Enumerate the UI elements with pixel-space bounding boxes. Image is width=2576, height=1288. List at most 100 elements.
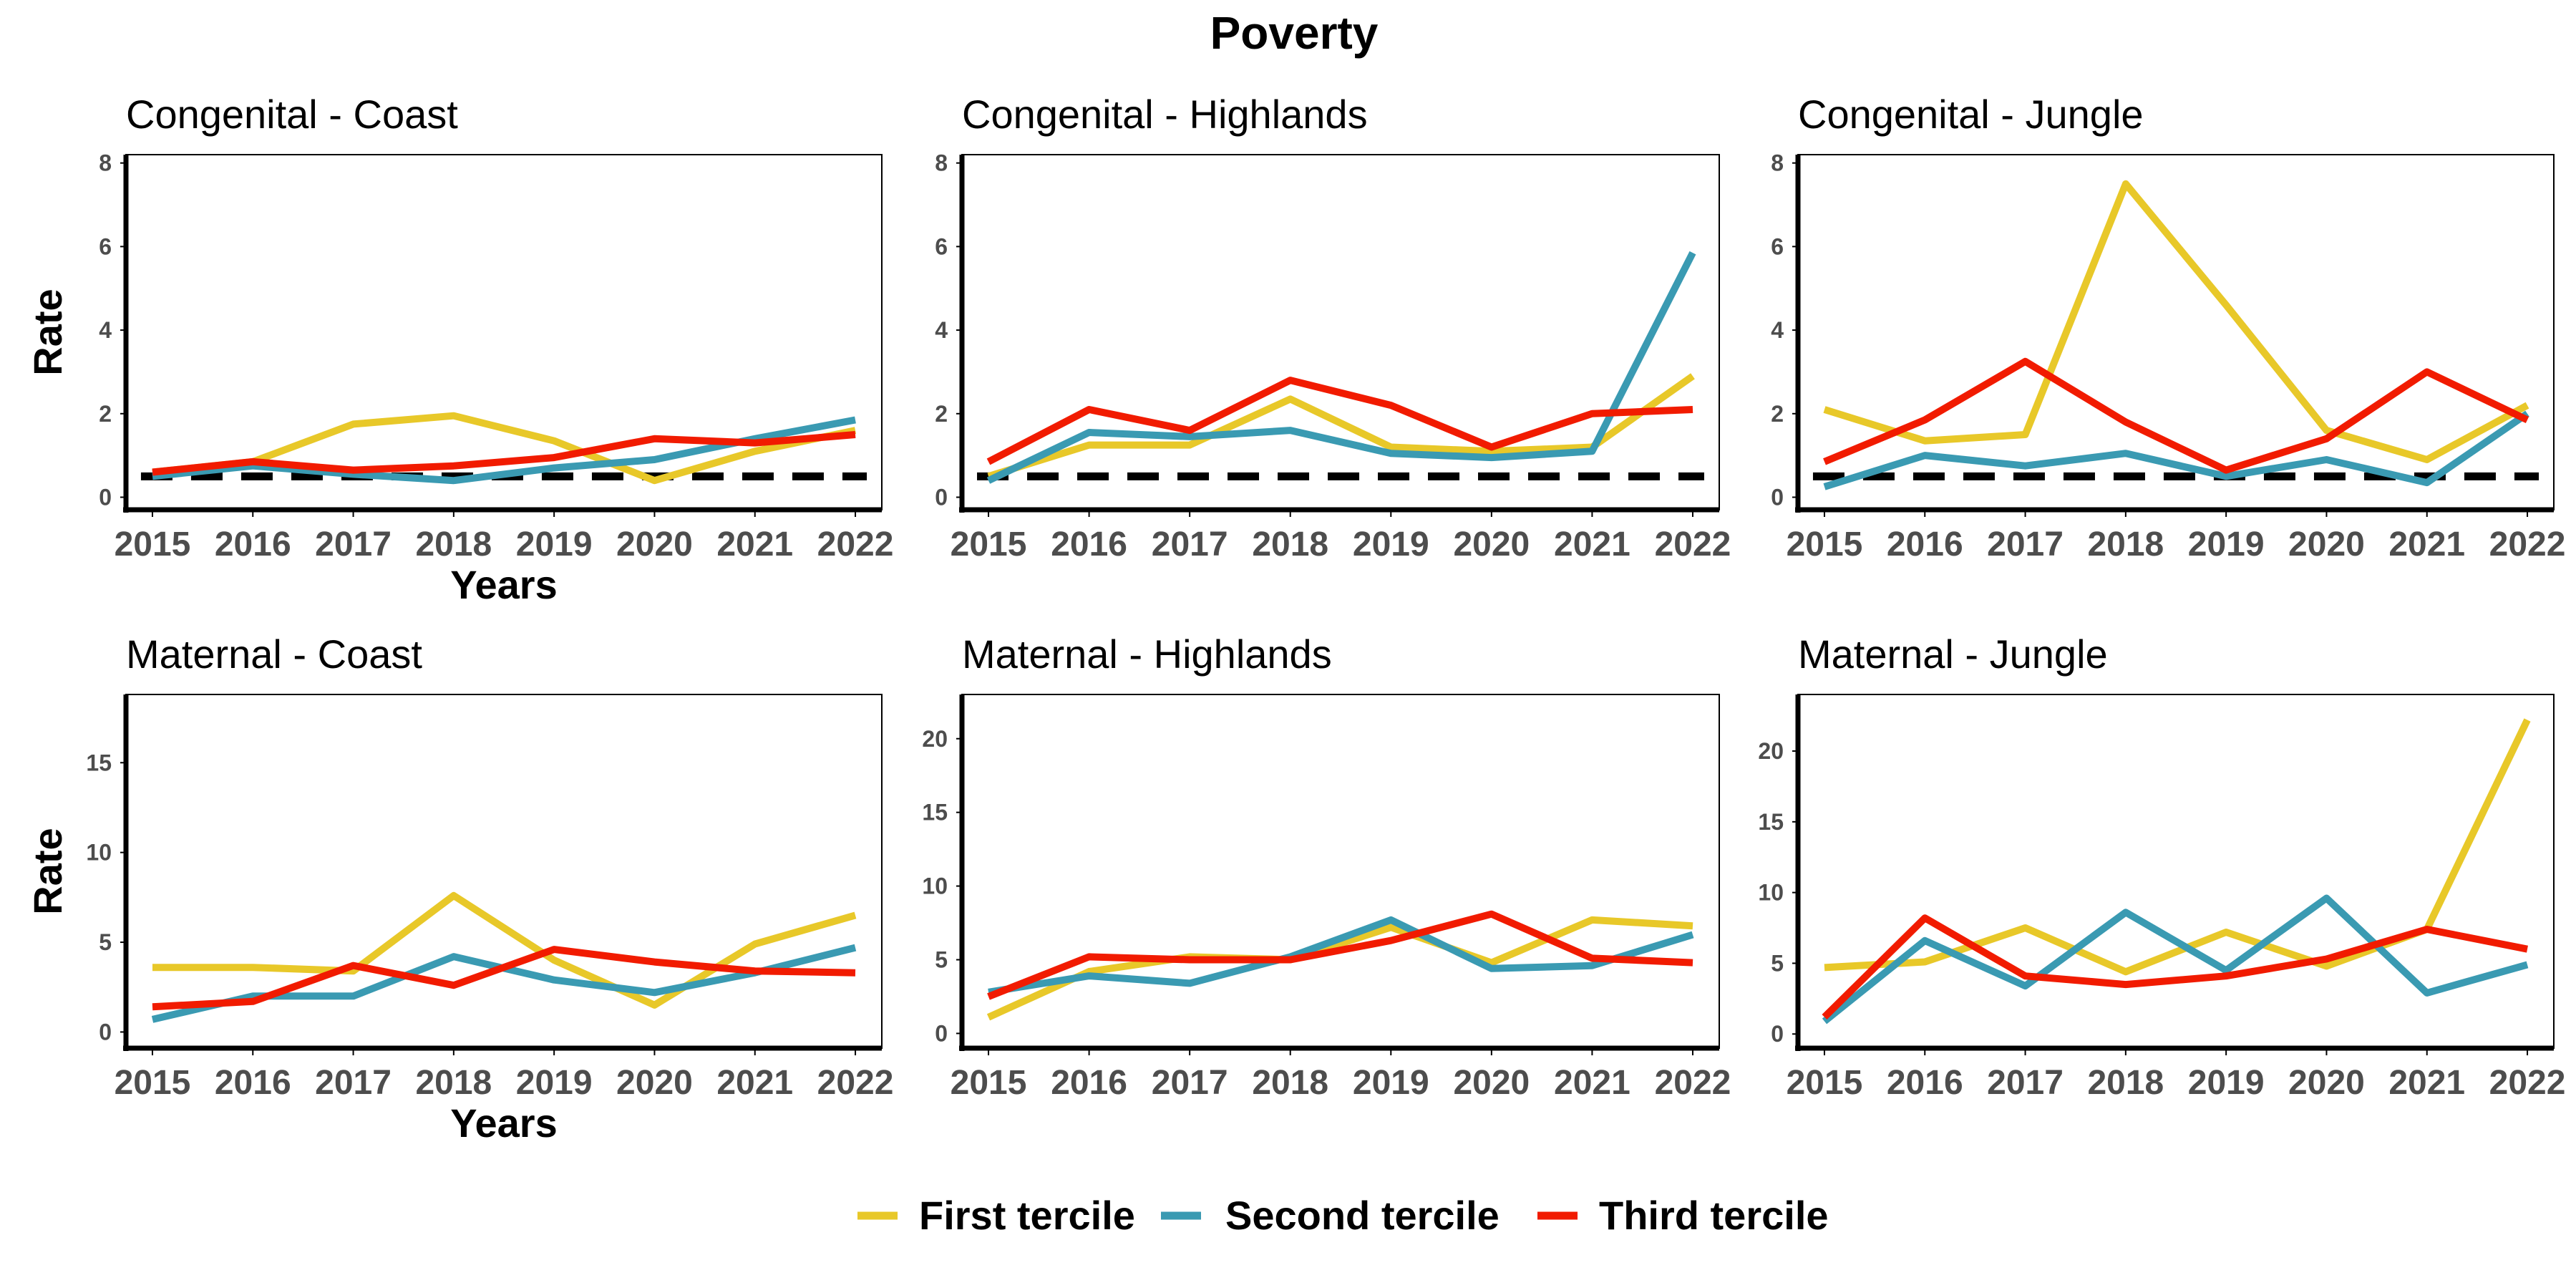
panel-frame (961, 154, 1720, 510)
x-tick-label: 2018 (415, 1064, 492, 1102)
x-tick-label: 2020 (616, 526, 693, 563)
panel-frame (125, 694, 883, 1049)
y-tick-label: 6 (935, 233, 948, 259)
panel-frame (125, 154, 883, 510)
y-tick-label: 6 (1771, 233, 1784, 259)
legend-label: Third tercile (1599, 1193, 1829, 1238)
y-tick-label: 15 (86, 750, 112, 775)
x-tick-label: 2018 (2087, 1064, 2164, 1102)
x-tick-label: 2017 (1152, 526, 1228, 563)
series-line-first-tercile (152, 891, 857, 1009)
series-line-second-tercile (988, 916, 1694, 996)
y-tick-label: 5 (1771, 950, 1784, 976)
legend-label: First tercile (919, 1193, 1135, 1238)
x-tick-label: 2021 (716, 1064, 793, 1102)
series-line-third-tercile (986, 377, 1693, 465)
y-tick-label: 0 (99, 1019, 112, 1045)
y-tick-label: 2 (1771, 401, 1784, 427)
legend-label: Second tercile (1225, 1193, 1500, 1238)
y-tick-label: 20 (1758, 738, 1784, 764)
x-tick-label: 2021 (1554, 526, 1630, 563)
y-tick-label: 10 (1758, 880, 1784, 906)
x-axis-title: Years (450, 562, 558, 607)
panel-frame (1797, 694, 2555, 1049)
series-line-second-tercile (986, 251, 1696, 484)
x-tick-label: 2020 (2288, 526, 2365, 563)
series-line-third-tercile (1822, 914, 2528, 1020)
panel-title: Maternal - Jungle (1798, 631, 2108, 677)
y-tick-label: 0 (1771, 1021, 1784, 1047)
y-tick-label: 0 (935, 484, 948, 510)
x-tick-label: 2017 (1152, 1064, 1228, 1102)
x-tick-label: 2022 (817, 526, 894, 563)
series-line-third-tercile (987, 910, 1693, 1000)
x-tick-label: 2019 (1353, 526, 1429, 563)
x-tick-label: 2017 (1987, 526, 2064, 563)
x-tick-label: 2021 (2388, 526, 2465, 563)
x-tick-label: 2016 (215, 1064, 291, 1102)
x-tick-label: 2019 (1353, 1064, 1429, 1102)
x-tick-label: 2015 (951, 1064, 1027, 1102)
legend-item: Third tercile (1537, 1193, 1829, 1238)
legend-item: First tercile (857, 1193, 1135, 1238)
y-tick-label: 4 (1771, 317, 1784, 343)
x-tick-label: 2015 (1787, 1064, 1863, 1102)
x-tick-label: 2020 (1453, 1064, 1530, 1102)
legend-item: Second tercile (1161, 1193, 1500, 1238)
series-line-second-tercile (1822, 894, 2529, 1025)
x-tick-label: 2020 (1453, 526, 1530, 563)
y-tick-label: 8 (935, 150, 948, 176)
series-line-first-tercile (152, 412, 857, 485)
y-tick-label: 8 (99, 150, 112, 176)
y-tick-label: 0 (935, 1020, 948, 1046)
x-axis-title: Years (450, 1100, 558, 1146)
y-axis-title: Rate (25, 828, 70, 914)
y-tick-label: 0 (99, 484, 112, 510)
y-tick-label: 2 (99, 401, 112, 427)
x-tick-label: 2016 (1887, 526, 1963, 563)
x-tick-label: 2017 (315, 526, 392, 563)
series-line-third-tercile (152, 431, 856, 476)
series-line-second-tercile (151, 944, 857, 1023)
x-tick-label: 2019 (516, 1064, 593, 1102)
x-tick-label: 2022 (1655, 1064, 1731, 1102)
x-tick-label: 2016 (1051, 1064, 1127, 1102)
panel-0: Congenital - Coast 0 2 4 6 8 2015 2016 2017 2018 2… (25, 92, 893, 607)
y-tick-label: 6 (99, 233, 112, 259)
x-tick-label: 2022 (817, 1064, 894, 1102)
series-line-second-tercile (1823, 410, 2529, 490)
x-tick-label: 2017 (1987, 1064, 2064, 1102)
series-line-first-tercile (987, 373, 1695, 480)
x-tick-label: 2016 (215, 526, 291, 563)
series-line-third-tercile (152, 946, 856, 1011)
panel-2: Congenital - Jungle 0 2 4 6 8 2015 2016 2017 2018… (1771, 92, 2565, 563)
x-tick-label: 2022 (1655, 526, 1731, 563)
y-tick-label: 15 (922, 800, 948, 825)
x-tick-label: 2019 (2188, 526, 2265, 563)
x-tick-label: 2021 (1554, 1064, 1630, 1102)
x-tick-label: 2021 (2388, 1064, 2465, 1102)
x-tick-label: 2018 (2087, 526, 2164, 563)
x-tick-label: 2015 (115, 526, 191, 563)
panel-5: Maternal - Jungle 0 5 10 15 20 2015 2016 2017 201… (1758, 631, 2565, 1102)
panel-1: Congenital - Highlands 0 2 4 6 8 2015 2016 2017 2… (935, 92, 1731, 563)
y-tick-label: 0 (1771, 484, 1784, 510)
panel-title: Maternal - Highlands (962, 631, 1332, 677)
x-tick-label: 2016 (1887, 1064, 1963, 1102)
y-axis-title: Rate (25, 289, 70, 375)
y-tick-label: 15 (1758, 809, 1784, 835)
panel-title: Maternal - Coast (126, 631, 422, 677)
y-tick-label: 5 (99, 929, 112, 955)
x-tick-label: 2019 (2188, 1064, 2265, 1102)
panel-3: Maternal - Coast 0 5 10 15 2015 2016 2017 2018 20… (25, 631, 893, 1146)
legend: First tercile Second tercile Third tercile (857, 1193, 1829, 1238)
y-tick-label: 10 (922, 873, 948, 899)
figure-title: Poverty (1210, 7, 1379, 59)
x-tick-label: 2020 (2288, 1064, 2365, 1102)
x-tick-label: 2017 (315, 1064, 392, 1102)
x-tick-label: 2018 (1252, 1064, 1328, 1102)
series-line-first-tercile (1823, 180, 2529, 463)
panel-title: Congenital - Highlands (962, 92, 1368, 137)
